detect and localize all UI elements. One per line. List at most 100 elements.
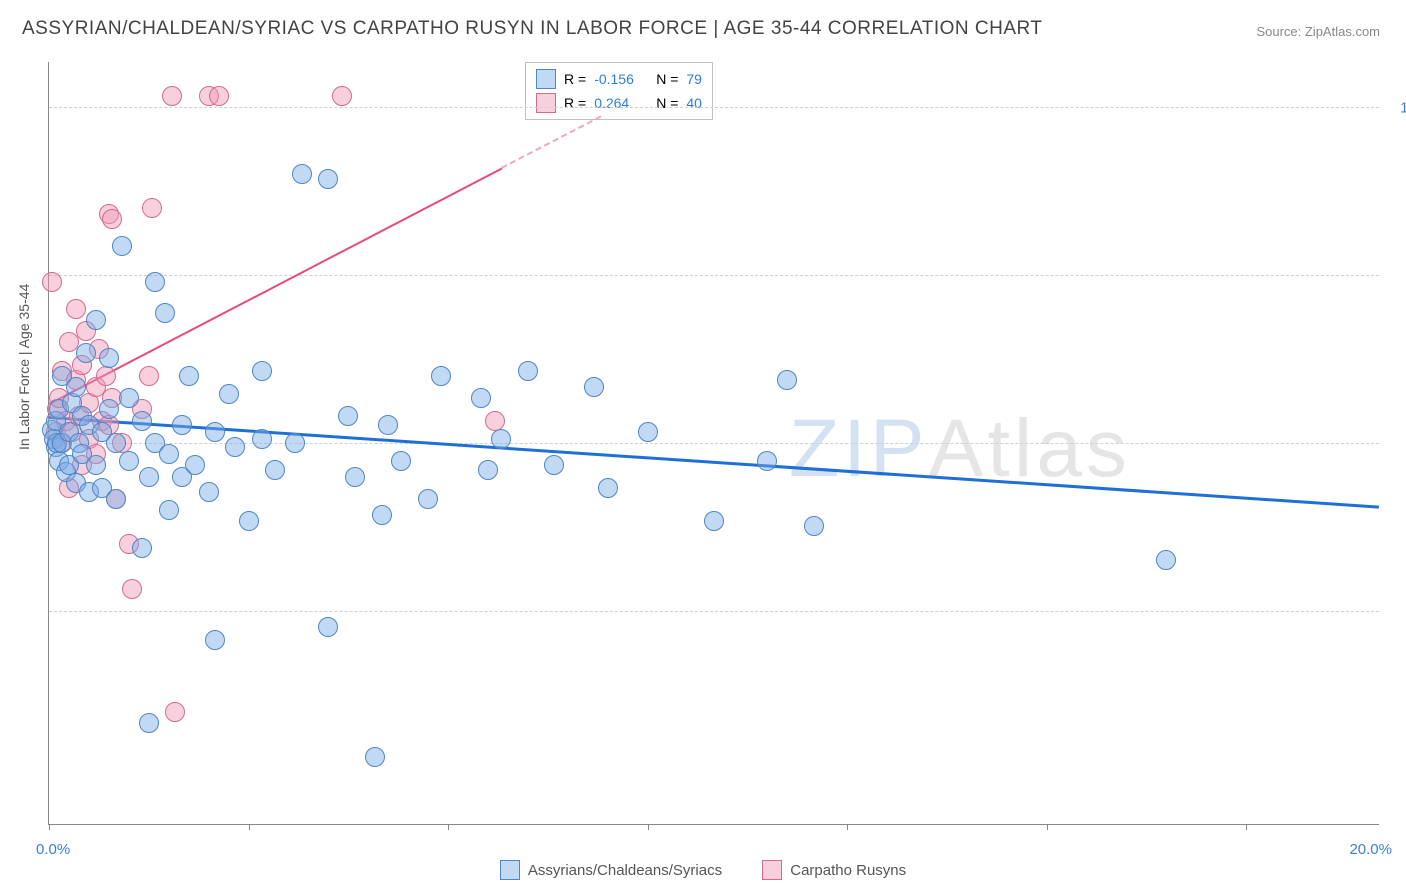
data-point (139, 713, 159, 733)
source-label: Source: ZipAtlas.com (1256, 24, 1380, 39)
data-point (757, 451, 777, 471)
data-point (292, 164, 312, 184)
data-point (66, 299, 86, 319)
x-tick (648, 824, 649, 830)
legend-bottom: Assyrians/Chaldeans/Syriacs Carpatho Rus… (0, 860, 1406, 884)
data-point (86, 455, 106, 475)
data-point (165, 702, 185, 722)
y-tick-label: 85.0% (1389, 436, 1406, 453)
data-point (205, 422, 225, 442)
data-point (209, 86, 229, 106)
swatch-blue-icon (500, 860, 520, 880)
x-tick (448, 824, 449, 830)
r-label: R = (564, 71, 586, 87)
data-point (99, 399, 119, 419)
correlation-stats-box: R = -0.156 N = 79 R = 0.264 N = 40 (525, 62, 713, 120)
data-point (471, 388, 491, 408)
data-point (159, 444, 179, 464)
watermark-zip: ZIP (789, 403, 929, 494)
data-point (199, 482, 219, 502)
data-point (159, 500, 179, 520)
trend-line (49, 416, 1379, 509)
data-point (418, 489, 438, 509)
n-label: N = (656, 71, 678, 87)
data-point (804, 516, 824, 536)
data-point (155, 303, 175, 323)
x-tick (49, 824, 50, 830)
data-point (265, 460, 285, 480)
data-point (598, 478, 618, 498)
data-point (139, 467, 159, 487)
swatch-pink-icon (762, 860, 782, 880)
x-max-label: 20.0% (1349, 841, 1392, 858)
x-tick (1246, 824, 1247, 830)
data-point (478, 460, 498, 480)
x-min-label: 0.0% (36, 841, 70, 858)
y-tick-label: 100.0% (1389, 99, 1406, 116)
data-point (225, 437, 245, 457)
trend-line (501, 116, 602, 169)
gridline: 100.0% (49, 107, 1379, 108)
data-point (119, 451, 139, 471)
gridline: 77.5% (49, 611, 1379, 612)
data-point (338, 406, 358, 426)
chart-title: ASSYRIAN/CHALDEAN/SYRIAC VS CARPATHO RUS… (22, 18, 1042, 40)
r-label: R = (564, 95, 586, 111)
y-axis-label: In Labor Force | Age 35-44 (16, 284, 32, 450)
data-point (132, 411, 152, 431)
x-tick (847, 824, 848, 830)
data-point (96, 366, 116, 386)
data-point (239, 511, 259, 531)
data-point (584, 377, 604, 397)
data-point (544, 455, 564, 475)
data-point (102, 209, 122, 229)
y-tick-label: 77.5% (1389, 604, 1406, 621)
data-point (777, 370, 797, 390)
data-point (132, 538, 152, 558)
x-tick (249, 824, 250, 830)
data-point (106, 489, 126, 509)
legend-item-blue: Assyrians/Chaldeans/Syriacs (500, 860, 722, 880)
data-point (219, 384, 239, 404)
legend-label-blue: Assyrians/Chaldeans/Syriacs (528, 862, 722, 879)
data-point (252, 429, 272, 449)
legend-item-pink: Carpatho Rusyns (762, 860, 906, 880)
chart-plot-area: ZIPAtlas R = -0.156 N = 79 R = 0.264 N =… (48, 62, 1379, 825)
data-point (185, 455, 205, 475)
data-point (365, 747, 385, 767)
data-point (106, 433, 126, 453)
data-point (285, 433, 305, 453)
x-tick (1047, 824, 1048, 830)
data-point (99, 348, 119, 368)
data-point (1156, 550, 1176, 570)
swatch-blue-icon (536, 69, 556, 89)
data-point (205, 630, 225, 650)
data-point (318, 617, 338, 637)
data-point (162, 86, 182, 106)
data-point (318, 169, 338, 189)
watermark: ZIPAtlas (789, 402, 1131, 496)
data-point (112, 236, 132, 256)
n-value-blue: 79 (686, 71, 702, 87)
y-tick-label: 92.5% (1389, 267, 1406, 284)
data-point (119, 388, 139, 408)
data-point (491, 429, 511, 449)
data-point (145, 272, 165, 292)
data-point (252, 361, 272, 381)
gridline: 85.0% (49, 443, 1379, 444)
data-point (638, 422, 658, 442)
data-point (139, 366, 159, 386)
data-point (378, 415, 398, 435)
data-point (122, 579, 142, 599)
stats-row-blue: R = -0.156 N = 79 (536, 67, 702, 91)
data-point (86, 310, 106, 330)
data-point (345, 467, 365, 487)
data-point (172, 415, 192, 435)
stats-row-pink: R = 0.264 N = 40 (536, 91, 702, 115)
data-point (179, 366, 199, 386)
r-value-blue: -0.156 (594, 71, 648, 87)
n-value-pink: 40 (686, 95, 702, 111)
swatch-pink-icon (536, 93, 556, 113)
gridline: 92.5% (49, 275, 1379, 276)
data-point (518, 361, 538, 381)
